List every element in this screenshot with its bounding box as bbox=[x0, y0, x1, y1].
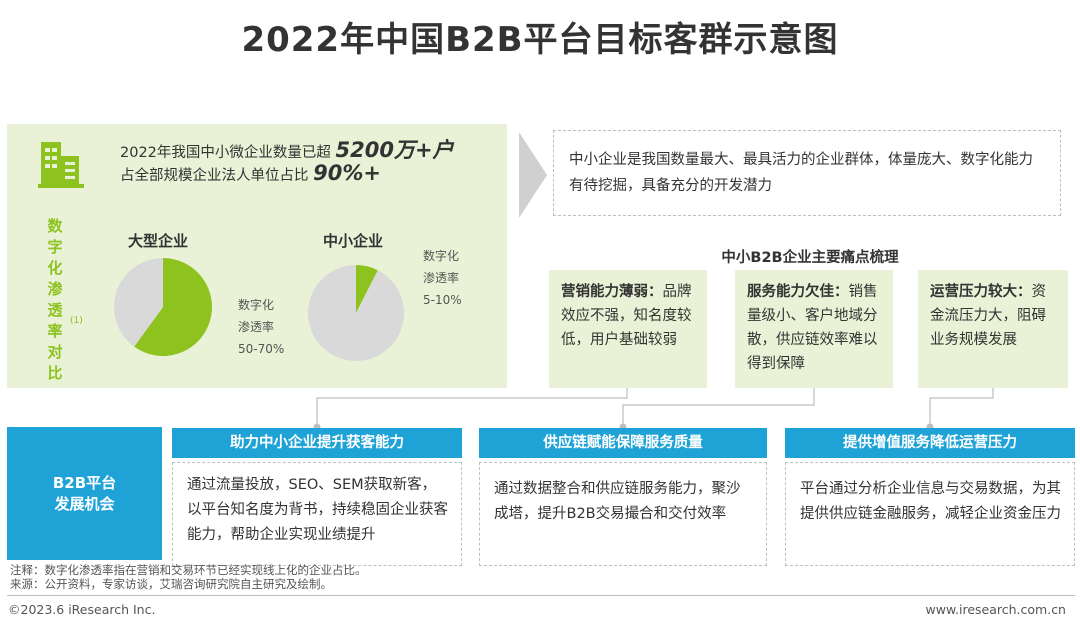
enterprise-count-stat: 2022年我国中小微企业数量已超 5200万+户 bbox=[120, 134, 454, 164]
pain-point-service: 服务能力欠佳：销售量级小、客户地域分散，供应链效率难以得到保障 bbox=[735, 270, 893, 388]
opportunity-head-supply-chain: 供应链赋能保障服务质量 bbox=[479, 428, 767, 458]
pie-slice-0 bbox=[356, 265, 378, 313]
pain-point-body: 资金流压力大，阻碍业务规模发展 bbox=[930, 284, 1046, 348]
vertical-char: 字 bbox=[47, 238, 63, 256]
b2b-label-line: B2B平台 bbox=[52, 473, 117, 492]
rate-label: 渗透率 bbox=[238, 320, 275, 334]
footnotes: 注释：数字化渗透率指在营销和交易环节已经实现线上化的企业占比。 来源：公开资料，… bbox=[10, 563, 367, 591]
enterprise-share-label: 占全部规模企业法人单位占比 bbox=[120, 168, 309, 184]
small-enterprise-rate: 数字化 渗透率 5-10% bbox=[423, 245, 462, 311]
small-enterprise-pie bbox=[308, 265, 404, 361]
enterprise-count-value: 5200万+户 bbox=[335, 138, 454, 162]
footer-divider bbox=[7, 595, 1075, 596]
pain-point-body: 品牌效应不强，知名度较低，用户基础较弱 bbox=[561, 284, 692, 348]
vertical-char: 数 bbox=[47, 217, 63, 235]
pain-point-operation: 运营压力较大：资金流压力大，阻碍业务规模发展 bbox=[918, 270, 1068, 388]
b2b-opportunity-label: B2B平台 发展机会 bbox=[7, 427, 162, 560]
building-icon bbox=[38, 142, 84, 188]
opportunity-head-acquisition: 助力中小企业提升获客能力 bbox=[172, 428, 462, 458]
pain-point-marketing: 营销能力薄弱：品牌效应不强，知名度较低，用户基础较弱 bbox=[549, 270, 707, 388]
vertical-char: 渗 bbox=[47, 280, 63, 298]
opportunity-body-value-added: 平台通过分析企业信息与交易数据，为其提供供应链金融服务，减轻企业资金压力 bbox=[785, 462, 1075, 566]
rate-value: 50-70% bbox=[238, 342, 285, 356]
enterprise-count-label: 2022年我国中小微企业数量已超 bbox=[120, 145, 331, 161]
sme-description-box: 中小企业是我国数量最大、最具活力的企业群体，体量庞大、数字化能力有待挖掘，具备充… bbox=[553, 130, 1061, 216]
large-enterprise-pie bbox=[114, 258, 212, 356]
page-title: 2022年中国B2B平台目标客群示意图 bbox=[241, 20, 839, 60]
vertical-section-label: 数 字 化 渗 透 率 对 比 bbox=[40, 216, 70, 384]
pain-point-head: 营销能力薄弱： bbox=[561, 284, 663, 300]
pie-slice-1 bbox=[114, 258, 163, 347]
source-line: 来源：公开资料，专家访谈，艾瑞咨询研究院自主研究及绘制。 bbox=[10, 577, 332, 591]
rate-label: 渗透率 bbox=[423, 271, 460, 285]
b2b-label-line: 发展机会 bbox=[54, 494, 115, 513]
footnote-marker: (1) bbox=[70, 316, 83, 326]
rate-value: 5-10% bbox=[423, 293, 462, 307]
pain-point-head: 服务能力欠佳： bbox=[747, 284, 849, 300]
vertical-char: 比 bbox=[47, 364, 63, 382]
pain-points-title: 中小B2B企业主要痛点梳理 bbox=[721, 250, 899, 266]
small-enterprise-label: 中小企业 bbox=[323, 232, 384, 250]
opportunity-head-value-added: 提供增值服务降低运营压力 bbox=[785, 428, 1075, 458]
rate-label: 数字化 bbox=[423, 249, 460, 263]
enterprise-share-value: 90%+ bbox=[313, 161, 381, 185]
large-enterprise-label: 大型企业 bbox=[128, 232, 189, 250]
pain-point-head: 运营压力较大： bbox=[930, 284, 1032, 300]
opportunity-body-supply-chain: 通过数据整合和供应链服务能力，聚沙成塔，提升B2B交易撮合和交付效率 bbox=[479, 462, 767, 566]
chevron-right-icon bbox=[519, 132, 547, 218]
rate-label: 数字化 bbox=[238, 298, 275, 312]
pain-point-body: 销售量级小、客户地域分散，供应链效率难以得到保障 bbox=[747, 284, 878, 372]
pie-slice-1 bbox=[308, 265, 404, 361]
opportunity-body-acquisition: 通过流量投放，SEO、SEM获取新客，以平台知名度为背书，持续稳固企业获客能力，… bbox=[172, 462, 462, 566]
vertical-char: 率 bbox=[47, 322, 63, 340]
enterprise-share-stat: 占全部规模企业法人单位占比 90%+ bbox=[120, 161, 381, 185]
large-enterprise-rate: 数字化 渗透率 50-70% bbox=[238, 294, 284, 360]
copyright-text: ©2023.6 iResearch Inc. bbox=[8, 602, 156, 617]
pie-slice-0 bbox=[134, 258, 212, 356]
vertical-char: 化 bbox=[47, 259, 63, 277]
vertical-char: 对 bbox=[47, 343, 63, 361]
website-link[interactable]: www.iresearch.com.cn bbox=[925, 602, 1067, 617]
vertical-char: 透 bbox=[47, 301, 63, 319]
digital-penetration-panel bbox=[7, 124, 507, 388]
note-line: 注释：数字化渗透率指在营销和交易环节已经实现线上化的企业占比。 bbox=[10, 563, 367, 577]
